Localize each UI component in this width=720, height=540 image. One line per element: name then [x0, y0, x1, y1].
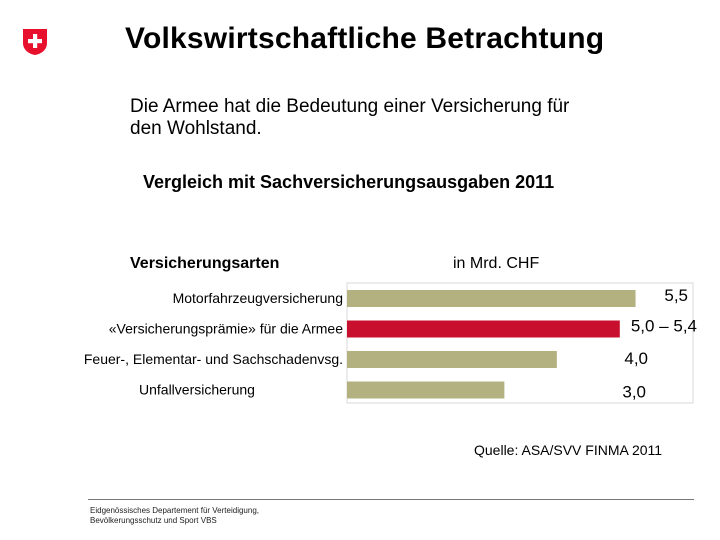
bar-3	[347, 351, 557, 368]
column-header-types: Versicherungsarten	[130, 255, 280, 272]
category-label-4: Unfallversicherung	[139, 382, 255, 398]
page-title: Volkswirtschaftliche Betrachtung	[125, 22, 605, 55]
value-label-2: 5,0 – 5,4	[631, 317, 697, 336]
value-label-4: 3,0	[622, 383, 646, 402]
category-label-2: «Versicherungsprämie» für die Armee	[109, 321, 343, 337]
footer: Eidgenössisches Departement für Verteidi…	[90, 506, 259, 526]
value-label-1: 5,5	[664, 286, 688, 305]
category-label-3: Feuer-, Elementar- und Sachschadenvsg.	[84, 351, 343, 367]
category-label-1: Motorfahrzeugversicherung	[173, 290, 343, 306]
footer-divider	[88, 499, 694, 500]
chart-subtitle: Vergleich mit Sachversicherungsausgaben …	[143, 172, 555, 192]
bar-2	[347, 320, 620, 338]
source-note: Quelle: ASA/SVV FINMA 2011	[474, 442, 663, 458]
footer-line-2: Bevölkerungsschutz und Sport VBS	[90, 516, 217, 525]
footer-line-1: Eidgenössisches Departement für Verteidi…	[90, 506, 259, 515]
intro-text: Die Armee hat die Bedeutung einer Versic…	[130, 96, 630, 140]
bar-1	[347, 290, 636, 307]
column-header-unit: in Mrd. CHF	[453, 255, 540, 272]
swiss-cross-logo	[23, 29, 47, 55]
plot-frame	[346, 282, 694, 404]
bar-4	[347, 381, 505, 399]
intro-line-2: den Wohlstand.	[130, 118, 262, 139]
intro-line-1: Die Armee hat die Bedeutung einer Versic…	[130, 96, 570, 117]
value-label-3: 4,0	[624, 349, 648, 368]
